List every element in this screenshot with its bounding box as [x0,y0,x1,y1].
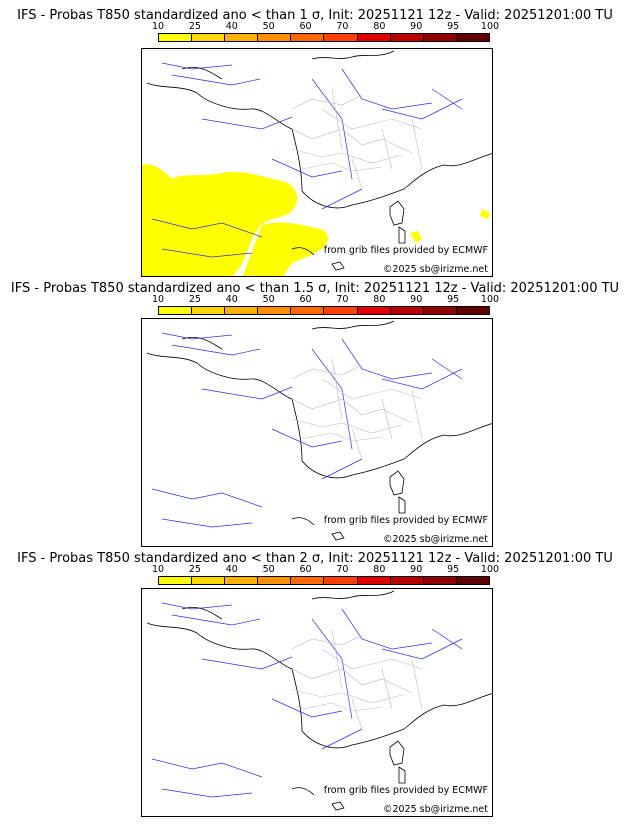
colorbar-segment [258,34,292,41]
colorbar-tick-label: 25 [188,294,201,305]
colorbar-tick-label: 90 [410,21,423,32]
credit-source: from grib files provided by ECMWF [323,515,488,526]
probability-area [142,164,490,276]
colorbar [158,33,490,42]
colorbar-tick-label: 100 [480,564,500,575]
colorbar-segment [456,307,489,314]
map-panel-1: IFS - Probas T850 standardized ano < tha… [0,8,630,284]
base-map [146,320,492,541]
colorbar-tick-label: 40 [225,21,238,32]
colorbar-segment [390,577,424,584]
colorbar-ticks: 10 25 40 50 60 70 80 90 95 100 [152,294,499,305]
colorbar-segment [456,577,489,584]
colorbar-segment [291,577,325,584]
colorbar-segment [324,577,358,584]
colorbar-segment [390,307,424,314]
colorbar-ticks: 10 25 40 50 60 70 80 90 95 100 [152,21,499,32]
colorbar-segment [192,307,226,314]
colorbar-tick-label: 80 [373,294,386,305]
colorbar-tick-label: 10 [151,564,165,575]
colorbar-segment [357,577,391,584]
base-map [146,50,492,271]
map-canvas [146,320,492,541]
map-frame: from grib files provided by ECMWF ©2025 … [141,318,493,547]
colorbar-segment [225,307,259,314]
colorbar-ticks: 10 25 40 50 60 70 80 90 95 100 [152,564,499,575]
colorbar [158,306,490,315]
colorbar-segment [192,577,226,584]
colorbar-segment [291,34,325,41]
map-panel-2: IFS - Probas T850 standardized ano < tha… [0,281,630,557]
colorbar-segment [291,307,325,314]
colorbar-tick-label: 60 [299,294,312,305]
colorbar-segment [423,34,457,41]
colorbar-segment [357,307,391,314]
colorbar-tick-label: 80 [373,21,386,32]
colorbar-segment [390,34,424,41]
panel-title: IFS - Probas T850 standardized ano < tha… [17,551,613,566]
map-canvas [142,50,492,276]
colorbar-tick-label: 70 [336,294,349,305]
colorbar-tick-label: 50 [262,21,275,32]
map-frame: from grib files provided by ECMWF ©2025 … [141,588,493,817]
credit-source: from grib files provided by ECMWF [323,785,488,796]
colorbar-segment [225,34,259,41]
colorbar-tick-label: 100 [480,294,500,305]
base-map [146,590,492,811]
colorbar-tick-label: 60 [299,564,312,575]
map-canvas [146,590,492,811]
colorbar-tick-label: 95 [447,564,460,575]
colorbar-segment [192,34,226,41]
colorbar-tick-label: 25 [188,21,201,32]
colorbar-tick-label: 90 [410,564,423,575]
credit-copyright: ©2025 sb@irizme.net [382,534,488,545]
panel-title: IFS - Probas T850 standardized ano < tha… [17,8,613,23]
colorbar-segment [423,307,457,314]
credit-copyright: ©2025 sb@irizme.net [382,264,488,275]
map-frame: from grib files provided by ECMWF ©2025 … [141,48,493,277]
colorbar-segment [423,577,457,584]
colorbar-tick-label: 10 [151,21,165,32]
colorbar-segment [324,307,358,314]
colorbar-tick-label: 25 [188,564,201,575]
colorbar-segment [159,577,193,584]
colorbar-tick-label: 40 [225,294,238,305]
colorbar [158,576,490,585]
colorbar-tick-label: 80 [373,564,386,575]
colorbar-tick-label: 60 [299,21,312,32]
colorbar-tick-label: 50 [262,564,275,575]
colorbar-tick-label: 50 [262,294,275,305]
colorbar-tick-label: 40 [225,564,238,575]
credit-copyright: ©2025 sb@irizme.net [382,804,488,815]
credit-source: from grib files provided by ECMWF [323,245,488,256]
panel-title: IFS - Probas T850 standardized ano < tha… [10,281,620,296]
colorbar-tick-label: 10 [151,294,165,305]
colorbar-segment [225,577,259,584]
colorbar-segment [258,307,292,314]
colorbar-segment [357,34,391,41]
colorbar-tick-label: 100 [480,21,500,32]
colorbar-tick-label: 90 [410,294,423,305]
colorbar-segment [159,307,193,314]
colorbar-segment [258,577,292,584]
colorbar-segment [324,34,358,41]
colorbar-tick-label: 95 [447,21,460,32]
colorbar-tick-label: 95 [447,294,460,305]
map-panel-3: IFS - Probas T850 standardized ano < tha… [0,551,630,827]
colorbar-segment [159,34,193,41]
colorbar-tick-label: 70 [336,21,349,32]
colorbar-segment [456,34,489,41]
colorbar-tick-label: 70 [336,564,349,575]
